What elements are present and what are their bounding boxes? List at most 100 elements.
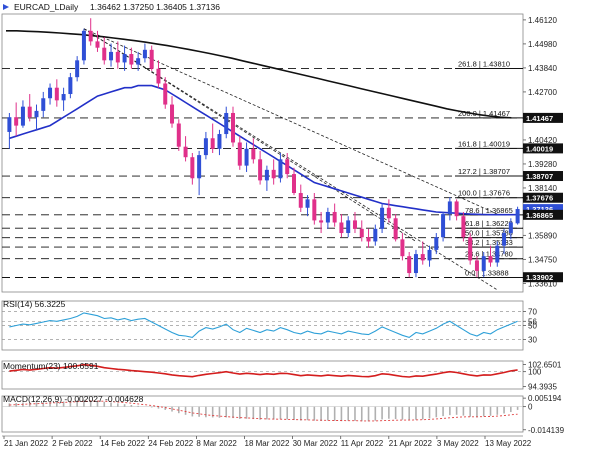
- date-label: 30 Mar 2022: [293, 439, 338, 448]
- trendline: [83, 28, 498, 291]
- candle-body: [203, 138, 208, 156]
- price-tag: [523, 112, 563, 123]
- price-tick-label: 1.35890: [528, 231, 557, 240]
- momentum-tick-label: 94.3935: [528, 383, 557, 392]
- price-tag: [523, 192, 563, 203]
- price-tag-label: 1.36865: [526, 211, 553, 220]
- candle-body: [400, 239, 405, 257]
- price-panel[interactable]: 261.8 | 1.43810 200.0 | 1.41467 161.8 | 1.…: [2, 16, 563, 291]
- macd-signal-line: [9, 400, 518, 422]
- price-tick-label: 1.40420: [528, 136, 557, 145]
- candle-body: [413, 254, 418, 274]
- date-label: 13 May 2022: [485, 439, 532, 448]
- date-label: 8 Mar 2022: [196, 439, 237, 448]
- price-tick-label: 1.44980: [528, 40, 557, 49]
- candle-body: [163, 83, 168, 105]
- candle-body: [278, 159, 283, 179]
- fib-label: 100.0 | 1.37676: [458, 189, 510, 198]
- candle-body: [95, 41, 100, 48]
- candle-body: [170, 104, 175, 124]
- price-tag-label: 1.33902: [526, 273, 553, 282]
- candle-body: [373, 228, 378, 242]
- price-tag-label: 1.40019: [526, 144, 553, 153]
- chart-header: EURCAD_LDaily 1.36462 1.37250 1.36405 1.…: [14, 2, 220, 12]
- candle-body: [420, 254, 425, 261]
- candle-body: [54, 87, 59, 101]
- date-label: 2 Feb 2022: [52, 439, 93, 448]
- price-tag: [523, 272, 563, 283]
- price-tick-label: 1.43840: [528, 64, 557, 73]
- fib-label: 50.0 | 1.35780: [465, 229, 513, 238]
- price-tick-label: 1.38140: [528, 184, 557, 193]
- candle-body: [156, 68, 161, 84]
- candle-body: [305, 199, 310, 208]
- momentum-tick-label: 100: [528, 368, 542, 377]
- ohlc-readout: 1.36462 1.37250 1.36405 1.37136: [90, 2, 220, 12]
- candle-body: [142, 49, 147, 59]
- candle-body: [434, 237, 439, 250]
- candle-body: [474, 260, 479, 271]
- candle-body: [176, 123, 181, 147]
- macd-tick-label: 0.005194: [528, 394, 562, 403]
- candle-body: [447, 201, 452, 215]
- collapse-arrow-icon[interactable]: [3, 4, 9, 10]
- price-tag-label: 1.37136: [526, 205, 553, 214]
- candle-body: [346, 220, 351, 234]
- candle-body: [149, 49, 154, 69]
- price-tag: [523, 204, 563, 215]
- fib-label: 78.6 | 1.36865: [465, 206, 513, 215]
- candle-body: [258, 159, 263, 181]
- macd-title: MACD(12,26,9) -0.002027 -0.004628: [3, 394, 144, 404]
- date-label: 24 Feb 2022: [148, 439, 193, 448]
- candle-body: [231, 112, 236, 143]
- candle-body: [319, 220, 324, 223]
- candle-body: [27, 106, 32, 118]
- candle-body: [224, 112, 229, 135]
- price-tags: 1.41467 1.40019 1.38707 1.37676 1.371361.368…: [523, 112, 563, 283]
- rsi-tick-label: 56: [528, 317, 537, 326]
- price-tag-label: 1.38707: [526, 172, 553, 181]
- candle-body: [7, 117, 12, 132]
- candle-body: [41, 98, 46, 111]
- candle-body: [393, 218, 398, 240]
- price-tag: [523, 209, 563, 220]
- symbol-label: EURCAD_LDaily: [14, 2, 79, 12]
- candle-body: [291, 174, 296, 194]
- candle-body: [129, 54, 134, 65]
- candle-body: [332, 211, 337, 223]
- candle-body: [68, 77, 73, 95]
- date-label: 3 May 2022: [437, 439, 479, 448]
- candle-body: [217, 134, 222, 149]
- candle-body: [102, 47, 107, 61]
- candle-body: [427, 249, 432, 261]
- candle-body: [298, 193, 303, 208]
- candle-body: [468, 237, 473, 261]
- candle-body: [285, 159, 290, 175]
- price-tag: [523, 143, 563, 154]
- date-label: 14 Feb 2022: [100, 439, 145, 448]
- price-tick-label: 1.39280: [528, 160, 557, 169]
- mom-frame: [1, 360, 524, 390]
- candle-body: [386, 207, 391, 219]
- fib-label: 161.8 | 1.40019: [458, 139, 510, 148]
- candle-body: [75, 60, 80, 78]
- candle-body: [515, 209, 520, 224]
- candle-body: [115, 51, 120, 63]
- candle-body: [461, 216, 466, 238]
- fib-label: 61.8 | 1.36228: [465, 219, 513, 228]
- candle-body: [441, 214, 446, 238]
- candles: [7, 18, 520, 278]
- candle-body: [122, 54, 127, 63]
- fib-label: 38.2 | 1.35333: [465, 238, 513, 247]
- macd-frame: [1, 395, 524, 433]
- price-tick-label: 1.42700: [528, 88, 557, 97]
- price-tick-label: 1.33610: [528, 279, 557, 288]
- candle-body: [264, 169, 269, 181]
- price-tag-label: 1.41467: [526, 114, 553, 123]
- candle-body: [352, 220, 357, 229]
- fib-label: 261.8 | 1.43810: [458, 60, 510, 69]
